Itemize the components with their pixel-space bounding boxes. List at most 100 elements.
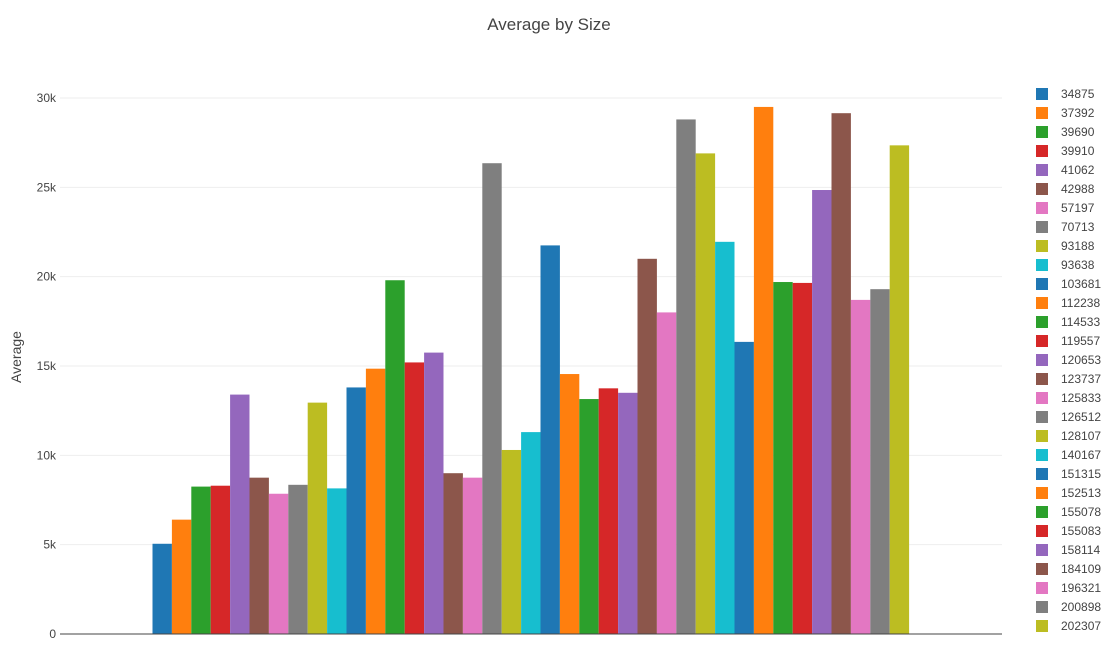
legend-swatch xyxy=(1036,620,1048,632)
legend-item[interactable]: 103681 xyxy=(1036,277,1101,291)
bar xyxy=(365,368,386,634)
bar xyxy=(268,493,289,634)
y-tick-label: 15k xyxy=(37,359,57,373)
bar xyxy=(462,477,483,634)
legend-item[interactable]: 37392 xyxy=(1036,106,1095,120)
legend-label: 158114 xyxy=(1061,543,1100,557)
legend-item[interactable]: 114533 xyxy=(1036,315,1100,329)
legend-item[interactable]: 126512 xyxy=(1036,410,1101,424)
legend-item[interactable]: 120653 xyxy=(1036,353,1101,367)
legend-item[interactable]: 93188 xyxy=(1036,239,1095,253)
legend-label: 34875 xyxy=(1061,87,1095,101)
legend[interactable]: 34875 37392 39690 39910 41062 42988 57197 70713… xyxy=(1036,87,1101,633)
legend-item[interactable]: 151315 xyxy=(1036,467,1101,481)
legend-item[interactable]: 125833 xyxy=(1036,391,1101,405)
legend-label: 103681 xyxy=(1061,277,1101,291)
legend-swatch xyxy=(1036,88,1048,100)
legend-item[interactable]: 152513 xyxy=(1036,486,1101,500)
legend-label: 39910 xyxy=(1061,144,1095,158)
bar xyxy=(618,392,638,634)
legend-swatch xyxy=(1036,107,1048,119)
legend-swatch xyxy=(1036,126,1048,138)
bar xyxy=(579,399,599,634)
bar xyxy=(870,289,890,634)
y-tick-label: 25k xyxy=(37,180,57,194)
legend-label: 112238 xyxy=(1061,296,1100,310)
legend-swatch xyxy=(1036,563,1048,575)
bar xyxy=(346,387,366,634)
legend-swatch xyxy=(1036,430,1048,442)
legend-item[interactable]: 128107 xyxy=(1036,429,1101,443)
y-tick-label: 20k xyxy=(37,270,57,284)
legend-label: 120653 xyxy=(1061,353,1101,367)
legend-label: 37392 xyxy=(1061,106,1095,120)
legend-label: 39690 xyxy=(1061,125,1095,139)
legend-label: 119557 xyxy=(1061,334,1100,348)
legend-swatch xyxy=(1036,601,1048,613)
bar xyxy=(753,106,774,634)
legend-item[interactable]: 123737 xyxy=(1036,372,1101,386)
legend-swatch xyxy=(1036,582,1048,594)
legend-item[interactable]: 70713 xyxy=(1036,220,1095,234)
bar xyxy=(210,485,231,634)
bar xyxy=(695,153,716,635)
legend-swatch xyxy=(1036,392,1048,404)
bar xyxy=(191,486,211,634)
legend-item[interactable]: 112238 xyxy=(1036,296,1100,310)
legend-item[interactable]: 155083 xyxy=(1036,524,1101,538)
legend-label: 152513 xyxy=(1061,486,1101,500)
y-tick-label: 0 xyxy=(49,627,56,641)
legend-swatch xyxy=(1036,544,1048,556)
bar xyxy=(559,374,580,634)
bar xyxy=(152,543,172,634)
legend-item[interactable]: 93638 xyxy=(1036,258,1095,272)
legend-item[interactable]: 41062 xyxy=(1036,163,1095,177)
bar xyxy=(307,402,328,634)
bar xyxy=(540,245,560,634)
bar xyxy=(327,488,347,634)
bar xyxy=(734,341,754,634)
bar xyxy=(171,519,192,634)
legend-item[interactable]: 158114 xyxy=(1036,543,1100,557)
legend-swatch xyxy=(1036,259,1048,271)
legend-item[interactable]: 119557 xyxy=(1036,334,1100,348)
bar xyxy=(249,477,269,634)
legend-label: 155083 xyxy=(1061,524,1101,538)
legend-item[interactable]: 155078 xyxy=(1036,505,1101,519)
bar xyxy=(404,362,425,634)
legend-label: 151315 xyxy=(1061,467,1101,481)
legend-item[interactable]: 39690 xyxy=(1036,125,1095,139)
legend-item[interactable]: 34875 xyxy=(1036,87,1095,101)
legend-label: 57197 xyxy=(1061,201,1095,215)
legend-item[interactable]: 39910 xyxy=(1036,144,1095,158)
legend-label: 126512 xyxy=(1061,410,1101,424)
legend-item[interactable]: 202307 xyxy=(1036,619,1101,633)
legend-item[interactable]: 196321 xyxy=(1036,581,1101,595)
legend-item[interactable]: 42988 xyxy=(1036,182,1095,196)
legend-item[interactable]: 140167 xyxy=(1036,448,1101,462)
legend-item[interactable]: 57197 xyxy=(1036,201,1095,215)
legend-label: 42988 xyxy=(1061,182,1095,196)
bar xyxy=(424,352,444,634)
bar xyxy=(850,299,871,634)
legend-swatch xyxy=(1036,297,1048,309)
legend-swatch xyxy=(1036,278,1048,290)
legend-label: 128107 xyxy=(1061,429,1101,443)
legend-label: 196321 xyxy=(1061,581,1101,595)
legend-swatch xyxy=(1036,411,1048,423)
bar xyxy=(288,484,308,634)
legend-item[interactable]: 184109 xyxy=(1036,562,1101,576)
legend-swatch xyxy=(1036,354,1048,366)
legend-swatch xyxy=(1036,240,1048,252)
bar xyxy=(773,282,793,634)
legend-swatch xyxy=(1036,221,1048,233)
bar xyxy=(443,473,463,634)
legend-label: 70713 xyxy=(1061,220,1095,234)
bar xyxy=(598,388,619,634)
y-tick-label: 5k xyxy=(43,538,57,552)
y-axis-ticks: 0 5k 10k 15k 20k 25k 30k xyxy=(37,91,57,641)
legend-label: 114533 xyxy=(1061,315,1100,329)
bar xyxy=(792,282,813,634)
legend-item[interactable]: 200898 xyxy=(1036,600,1101,614)
legend-label: 184109 xyxy=(1061,562,1101,576)
